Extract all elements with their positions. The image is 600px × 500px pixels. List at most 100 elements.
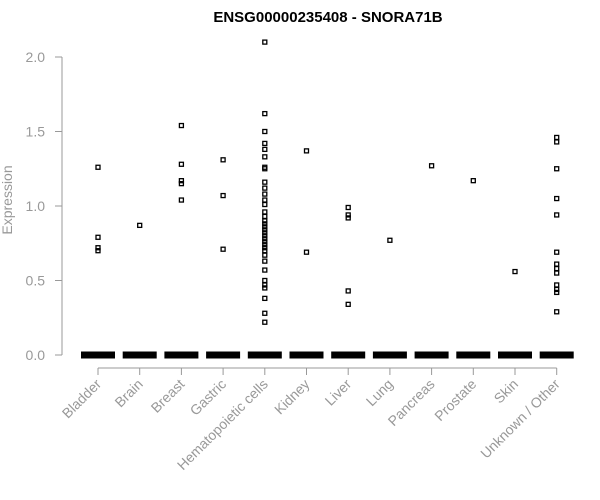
data-point-zero-cluster [122, 351, 157, 359]
data-point [262, 213, 268, 220]
data-point [512, 268, 518, 275]
data-point [554, 212, 560, 218]
data-point [262, 128, 268, 135]
data-point [95, 248, 101, 254]
data-point [137, 222, 143, 229]
data-point [262, 110, 268, 117]
y-tick-label: 0.5 [26, 273, 46, 289]
x-tick-label: Kidney [271, 376, 313, 418]
data-point [262, 319, 268, 325]
y-tick-label: 2.0 [26, 49, 46, 65]
y-tick-label: 1.5 [26, 124, 46, 140]
x-tick-label: Skin [491, 376, 522, 407]
data-point [470, 178, 476, 184]
data-point [554, 265, 560, 272]
y-tick-label: 0.0 [26, 347, 46, 363]
data-point [554, 309, 560, 315]
data-point [178, 180, 185, 187]
data-point-zero-cluster [247, 351, 282, 359]
x-tick-label: Prostate [431, 376, 479, 424]
data-point [262, 239, 268, 245]
data-point [262, 230, 268, 236]
data-point-zero-cluster [206, 351, 241, 359]
data-point [178, 161, 185, 167]
data-point [95, 164, 101, 170]
data-point [345, 288, 351, 294]
data-point [262, 295, 268, 302]
data-point [262, 39, 268, 45]
data-point [554, 289, 560, 296]
data-point [262, 191, 268, 197]
y-tick-label: 1.0 [26, 198, 46, 214]
x-tick-label: Brain [111, 376, 145, 410]
x-tick-label: Liver [322, 376, 355, 409]
data-point [262, 209, 268, 215]
data-point [262, 242, 268, 248]
data-point [262, 185, 268, 191]
data-point-zero-cluster [164, 351, 199, 359]
data-point [262, 146, 268, 153]
data-point [554, 249, 560, 255]
data-point [262, 224, 268, 230]
data-point [262, 140, 268, 147]
x-tick-label: Bladder [59, 376, 105, 422]
data-point [554, 286, 560, 293]
data-point [178, 197, 185, 203]
data-point [345, 215, 351, 221]
data-point [220, 246, 226, 252]
data-point [262, 227, 268, 233]
data-point [178, 122, 185, 129]
data-point [262, 201, 268, 208]
data-point [262, 166, 268, 172]
data-point [262, 248, 268, 254]
data-point [262, 282, 268, 288]
data-point [345, 301, 351, 307]
data-point [554, 139, 560, 145]
data-point-zero-cluster [539, 351, 574, 359]
data-point [220, 192, 226, 199]
data-point [554, 261, 560, 267]
data-point [262, 221, 268, 227]
data-point [262, 197, 268, 203]
data-points [81, 39, 574, 359]
data-point [262, 267, 268, 273]
y-axis-label: Expression [0, 165, 15, 234]
data-point [262, 277, 268, 284]
data-point [262, 154, 268, 160]
data-point-zero-cluster [289, 351, 324, 359]
data-point [262, 285, 268, 291]
data-point [95, 245, 101, 251]
data-point [345, 204, 351, 211]
data-point [220, 157, 226, 163]
data-point [428, 163, 435, 169]
data-point [262, 233, 268, 239]
data-point [303, 148, 310, 154]
data-point-zero-cluster [414, 351, 449, 359]
x-tick-label: Unknown / Other [477, 376, 563, 462]
data-point-zero-cluster [331, 351, 366, 359]
data-point [262, 258, 268, 264]
data-point-zero-cluster [456, 351, 491, 359]
data-point [554, 195, 560, 202]
data-point [262, 252, 268, 258]
data-point [345, 212, 351, 218]
data-point [262, 218, 268, 224]
x-tick-label: Breast [148, 376, 188, 416]
data-point-zero-cluster [498, 351, 532, 359]
data-point [554, 166, 560, 172]
data-point [554, 270, 560, 276]
data-point [262, 310, 268, 316]
data-point [95, 234, 101, 240]
data-point [303, 249, 310, 255]
data-point-zero-cluster [81, 351, 115, 359]
chart-title: ENSG00000235408 - SNORA71B [213, 9, 442, 26]
data-point [554, 134, 560, 141]
data-point [262, 179, 268, 185]
y-axis: 0.0 0.5 1.0 1.5 2.0 [26, 49, 63, 363]
data-point [262, 245, 268, 251]
data-point [387, 237, 393, 243]
x-tick-label: Lung [363, 376, 396, 409]
data-point-zero-cluster [372, 351, 407, 359]
